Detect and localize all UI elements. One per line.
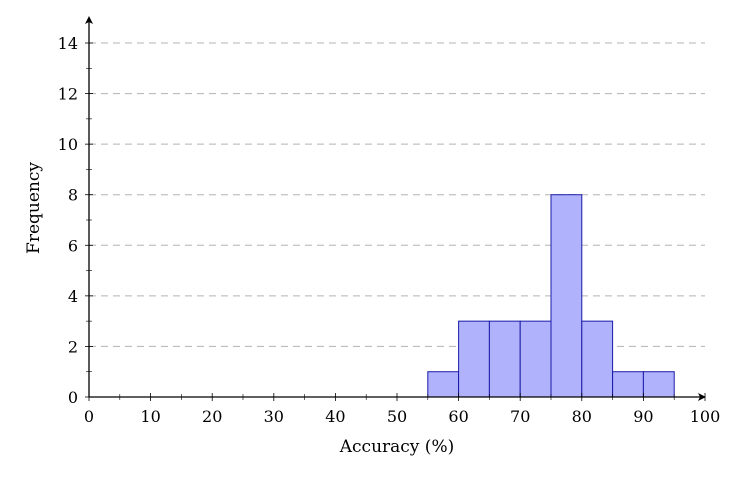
- x-tick-label: 50: [387, 407, 407, 426]
- x-tick-label: 60: [448, 407, 468, 426]
- x-tick-label: 100: [690, 407, 721, 426]
- y-tick-label: 14: [58, 34, 78, 53]
- histogram-bar: 70-75: 3: [519, 320, 552, 398]
- y-tick-label: 2: [68, 337, 78, 356]
- x-tick-label: 0: [84, 407, 94, 426]
- x-axis-label: Accuracy (%): [339, 437, 454, 457]
- y-tick-label: 0: [68, 388, 78, 407]
- histogram-bar: 65-70: 3: [488, 320, 521, 398]
- axes: [85, 16, 706, 401]
- y-axis-ticks: 0 2 4 6 8 10 12 14: [58, 34, 93, 407]
- histogram-bar: 55-60: 1: [427, 371, 460, 398]
- histogram-bar: 80-85: 3: [581, 320, 614, 398]
- y-tick-label: 10: [58, 135, 78, 154]
- x-tick-label: 90: [633, 407, 653, 426]
- y-tick-label: 12: [58, 85, 78, 104]
- y-tick-label: 4: [68, 287, 78, 306]
- y-tick-label: 8: [68, 186, 78, 205]
- x-tick-label: 40: [325, 407, 345, 426]
- x-tick-label: 30: [264, 407, 284, 426]
- histogram-bar: 60-65: 3: [458, 320, 490, 398]
- x-axis-arrow-icon: [698, 393, 706, 401]
- x-tick-label: 10: [140, 407, 160, 426]
- histogram-bars: 55-60: 160-65: 365-70: 370-75: 375-80: 8…: [427, 194, 675, 398]
- x-tick-label: 20: [202, 407, 222, 426]
- x-tick-label: 80: [572, 407, 592, 426]
- y-axis-arrow-icon: [85, 16, 93, 24]
- histogram-bar: 85-90: 1: [612, 371, 644, 398]
- histogram-bar: 75-80: 8: [550, 194, 583, 398]
- x-axis-ticks: 0 10 20 30 40 50 60 70 80 90 100: [84, 393, 720, 426]
- histogram-bar: 90-95: 1: [642, 371, 675, 398]
- y-axis-label: Frequency: [24, 162, 44, 254]
- y-tick-label: 6: [68, 236, 78, 255]
- grid-lines: [89, 42, 705, 347]
- x-tick-label: 70: [510, 407, 530, 426]
